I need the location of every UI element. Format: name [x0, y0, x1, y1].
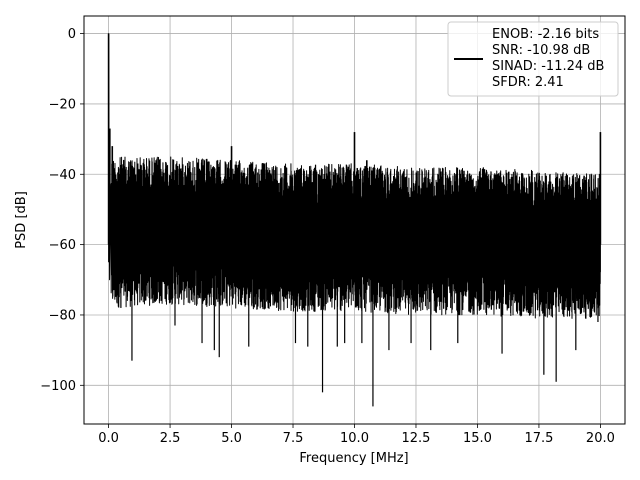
x-tick-label: 10.0	[340, 431, 369, 446]
y-tick-label: −40	[49, 168, 76, 183]
x-tick-label: 0.0	[98, 431, 119, 446]
psd-trace	[108, 33, 601, 319]
legend-label: ENOB: -2.16 bits SNR: -10.98 dB SINAD: -11…	[492, 27, 604, 90]
x-tick-label: 17.5	[524, 431, 553, 446]
legend-line-text: SINAD: -11.24 dB	[492, 59, 604, 74]
y-tick-label: −20	[49, 97, 76, 112]
legend-box	[447, 21, 619, 97]
x-tick-label: 12.5	[402, 431, 431, 446]
x-tick-label: 20.0	[586, 431, 615, 446]
legend: ENOB: -2.16 bits SNR: -10.98 dB SINAD: -11…	[447, 21, 619, 97]
y-tick-label: −80	[49, 308, 76, 323]
x-tick-label: 5.0	[221, 431, 242, 446]
legend-line-text: SFDR: 2.41	[492, 75, 564, 90]
plot-area	[107, 33, 602, 407]
legend-line-text: SNR: -10.98 dB	[492, 43, 590, 58]
legend-line-text: ENOB: -2.16 bits	[492, 27, 599, 42]
y-tick-label: 0	[68, 27, 76, 42]
x-tick-label: 2.5	[160, 431, 181, 446]
y-tick-label: −100	[40, 379, 76, 394]
x-tick-label: 15.0	[463, 431, 492, 446]
y-tick-label: −60	[49, 238, 76, 253]
x-axis-label: Frequency [MHz]	[299, 451, 408, 466]
x-tick-label: 7.5	[283, 431, 304, 446]
y-axis-label: PSD [dB]	[14, 191, 29, 249]
ticks: 0.0 2.5 5.0 7.5 10.0 12.5 15.0 17.5 20.0 0 −20 −40 −…	[40, 27, 615, 446]
